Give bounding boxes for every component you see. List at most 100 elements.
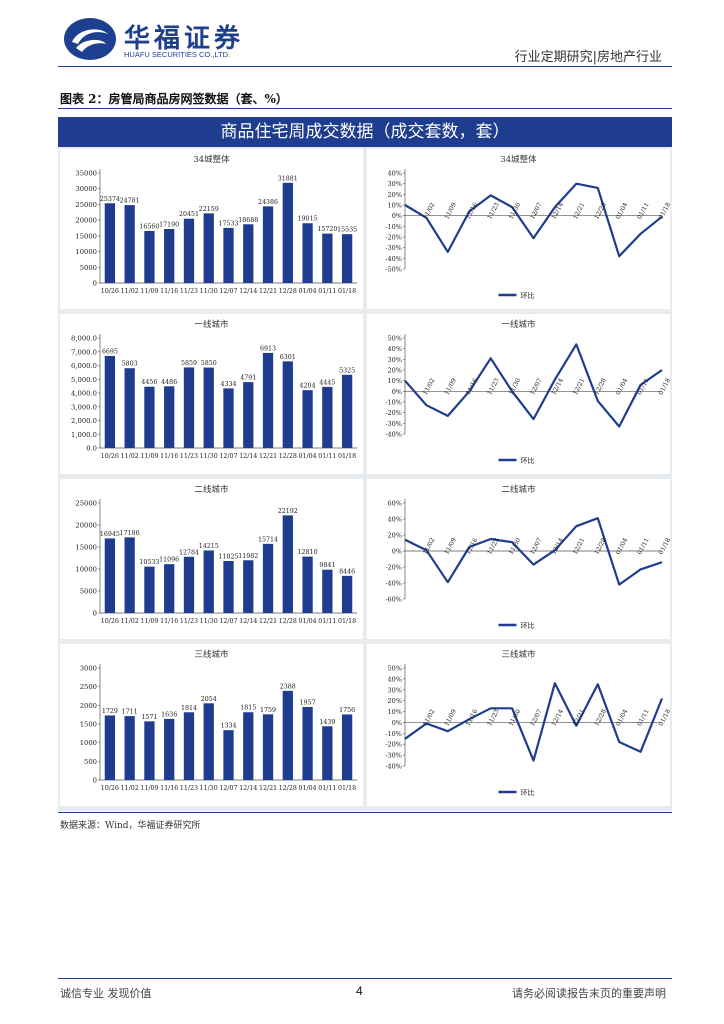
x-tick-label: 01/04 xyxy=(298,785,316,792)
chart-panel-tier1-line: 一线城市 -40% -30% -20% -10% 0% 10% 20% 30% 40% 50% 11/… xyxy=(367,314,670,474)
y-tick-label: -50% xyxy=(385,266,402,274)
y-tick-label: 0% xyxy=(392,548,402,556)
bar xyxy=(183,556,195,613)
x-tick-label: 12/21 xyxy=(259,453,277,460)
y-tick-label: 2000 xyxy=(80,702,97,710)
x-tick-label: 01/04 xyxy=(298,453,316,460)
bar xyxy=(164,228,175,283)
y-tick-label: 10% xyxy=(388,708,402,716)
bar xyxy=(262,543,274,613)
page-number: 4 xyxy=(356,984,363,998)
bar xyxy=(282,182,293,283)
bar xyxy=(124,205,135,283)
y-tick-label: 30% xyxy=(388,356,402,364)
report-category: 行业定期研究|房地产行业 xyxy=(514,50,662,65)
bar xyxy=(164,718,175,780)
data-label: 4791 xyxy=(240,375,256,382)
data-label: 10533 xyxy=(139,559,159,566)
y-tick-label: 40% xyxy=(388,170,402,178)
bar-chart-34-cities: 34城整体 0 5000 10000 15000 20000 25000 30000 35000… xyxy=(75,154,357,295)
figure-banner: 商品住宅周成交数据（成交套数，套） xyxy=(58,117,672,147)
logo-chinese-name: 华福证券 xyxy=(124,24,245,54)
y-tick-label: -10% xyxy=(385,730,402,738)
bar xyxy=(341,234,353,283)
x-tick-label: 12/14 xyxy=(239,453,257,460)
x-tick-label: 12/21 xyxy=(572,708,587,727)
x-tick-label: 10/26 xyxy=(101,618,119,625)
y-tick-label: 40% xyxy=(388,516,402,524)
footer-disclaimer: 请务必阅读报告末页的重要声明 xyxy=(512,987,666,1000)
data-label: 24781 xyxy=(120,198,140,205)
chart-grid: 34城整体 0 5000 10000 15000 20000 25000 30000 35000… xyxy=(58,147,672,811)
x-tick-label: 01/11 xyxy=(318,618,336,625)
y-tick-label: 3000 xyxy=(80,665,97,673)
bar xyxy=(183,712,195,780)
bar xyxy=(223,388,234,448)
data-label: 4204 xyxy=(300,383,316,390)
data-label: 11096 xyxy=(159,557,179,564)
legend-label: 环比 xyxy=(521,788,535,797)
y-tick-label: -60% xyxy=(385,596,402,604)
y-tick-label: -40% xyxy=(385,763,402,771)
bar xyxy=(322,386,333,448)
data-label: 5859 xyxy=(181,360,197,367)
x-tick-label: 11/16 xyxy=(465,708,480,727)
x-tick-label: 01/04 xyxy=(298,618,316,625)
bar xyxy=(124,537,135,613)
chart-panel-34-line: 34城整体 -50% -40% -30% -20% -10% 0% 10% 20% 30% 40% 1… xyxy=(367,149,670,309)
chart-panel-tier3-line: 三线城市 -40% -30% -20% -10% 0% 10% 20% 30% 40% 50% 11/… xyxy=(367,644,670,806)
bar xyxy=(124,368,135,448)
x-tick-label: 01/11 xyxy=(318,453,336,460)
bar xyxy=(243,560,254,613)
y-tick-label: 3,000.0 xyxy=(71,403,97,411)
y-tick-label: 5000 xyxy=(80,588,97,596)
y-tick-label: 5000 xyxy=(80,264,97,272)
data-label: 4486 xyxy=(161,379,177,386)
y-tick-label: 30% xyxy=(388,180,402,188)
x-tick-label: 11/16 xyxy=(160,618,178,625)
x-tick-label: 11/30 xyxy=(508,708,523,727)
x-tick-label: 12/14 xyxy=(239,618,257,625)
bar xyxy=(282,515,293,613)
y-tick-label: 15000 xyxy=(75,544,97,552)
y-tick-label: 30000 xyxy=(75,185,97,193)
bar xyxy=(144,386,155,448)
x-tick-label: 01/11 xyxy=(636,377,651,396)
x-tick-label: 11/23 xyxy=(486,202,501,221)
series-line xyxy=(404,517,663,586)
x-tick-label: 12/14 xyxy=(551,377,566,396)
bar xyxy=(341,575,353,613)
x-tick-label: 11/23 xyxy=(180,288,198,295)
y-tick-label: -40% xyxy=(385,255,402,263)
x-tick-label: 11/16 xyxy=(465,537,480,556)
x-tick-label: 12/21 xyxy=(572,202,587,221)
series-line xyxy=(404,343,663,428)
bar xyxy=(322,726,333,780)
x-tick-label: 11/02 xyxy=(121,288,139,295)
x-tick-label: 11/09 xyxy=(443,708,458,727)
x-tick-label: 11/02 xyxy=(422,537,437,556)
data-label: 8446 xyxy=(339,568,355,575)
bar xyxy=(262,714,274,780)
y-tick-label: -40% xyxy=(385,580,402,588)
data-label: 1571 xyxy=(141,714,157,721)
y-tick-label: 50% xyxy=(388,665,402,673)
x-tick-label: 12/28 xyxy=(279,618,297,625)
y-tick-label: 20000 xyxy=(75,217,97,225)
chart-panel-tier1-bar: 一线城市 0.0 1,000.0 2,000.0 3,000.0 4,000.0 5,000… xyxy=(60,314,363,474)
bar xyxy=(302,390,313,448)
x-tick-label: 12/28 xyxy=(279,288,297,295)
x-tick-label: 11/09 xyxy=(140,288,158,295)
bar xyxy=(243,224,254,283)
x-tick-label: 12/28 xyxy=(593,537,608,556)
data-label: 6301 xyxy=(280,354,296,361)
data-label: 31881 xyxy=(278,175,298,182)
x-tick-label: 01/11 xyxy=(318,785,336,792)
x-tick-label: 12/28 xyxy=(593,377,608,396)
bar xyxy=(302,706,313,780)
data-label: 12784 xyxy=(179,549,199,556)
x-tick-label: 11/02 xyxy=(422,377,437,396)
data-source-note: 数据来源：Wind，华福证券研究所 xyxy=(60,821,201,831)
x-tick-label: 11/09 xyxy=(443,202,458,221)
y-tick-label: 0 xyxy=(93,610,97,618)
